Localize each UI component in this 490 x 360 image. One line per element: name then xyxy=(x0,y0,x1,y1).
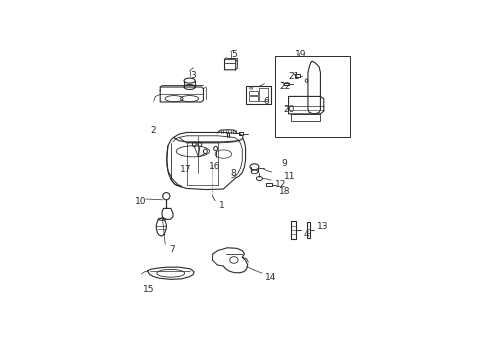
Text: 5: 5 xyxy=(232,50,237,59)
Bar xyxy=(249,96,258,102)
Text: 2: 2 xyxy=(150,126,155,135)
Text: 18: 18 xyxy=(279,187,290,196)
Bar xyxy=(246,86,271,104)
Text: 10: 10 xyxy=(134,197,146,206)
Text: 9: 9 xyxy=(282,159,287,168)
Text: 8: 8 xyxy=(230,169,236,178)
Text: 20: 20 xyxy=(283,105,294,114)
Text: 22: 22 xyxy=(280,82,291,91)
Text: 6: 6 xyxy=(264,97,269,106)
Bar xyxy=(275,56,349,138)
Text: 19: 19 xyxy=(295,50,307,59)
Text: 15: 15 xyxy=(143,285,154,294)
Bar xyxy=(249,91,258,95)
Text: 1: 1 xyxy=(219,201,225,210)
Text: 14: 14 xyxy=(265,273,276,282)
Bar xyxy=(259,88,268,102)
Text: 11: 11 xyxy=(284,172,295,181)
Text: 13: 13 xyxy=(318,222,329,231)
Bar xyxy=(292,221,296,239)
Text: 3: 3 xyxy=(190,71,196,80)
Text: 17: 17 xyxy=(180,165,192,174)
Text: 16: 16 xyxy=(209,162,221,171)
Bar xyxy=(307,222,310,238)
Bar xyxy=(266,183,271,186)
Text: 7: 7 xyxy=(169,245,175,254)
Text: 21: 21 xyxy=(289,72,300,81)
Text: 4: 4 xyxy=(304,230,309,239)
Text: 12: 12 xyxy=(274,180,286,189)
